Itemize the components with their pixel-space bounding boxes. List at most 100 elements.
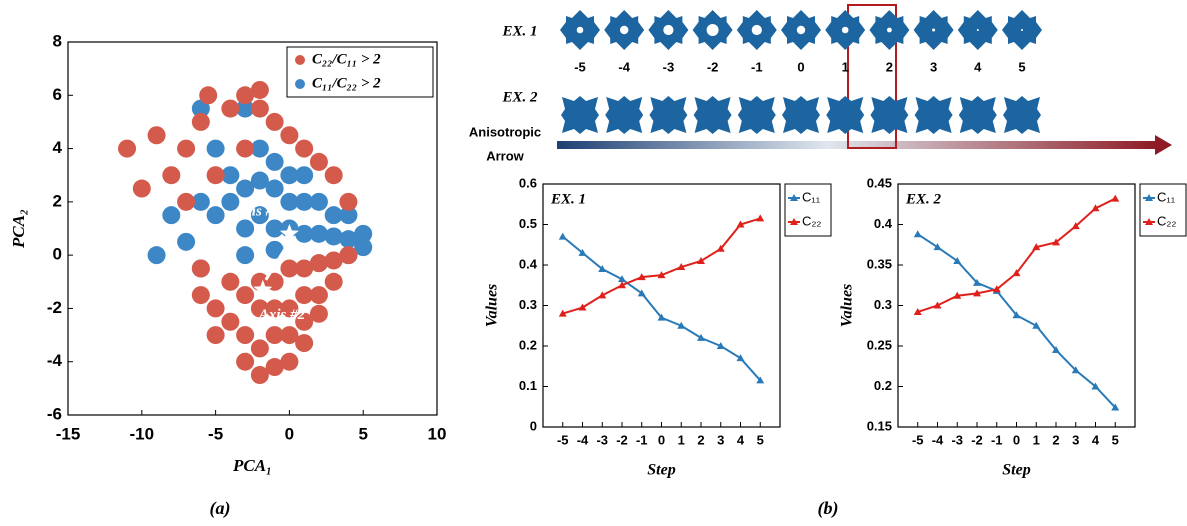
x-tick-label: -4 xyxy=(932,432,944,447)
x-tick-label: 0 xyxy=(1013,432,1020,447)
annotation: Axis #2 xyxy=(258,307,306,323)
legend-label: C₁₁/C₂₂ > 2 xyxy=(312,75,381,91)
step-label: 3 xyxy=(930,59,937,74)
scatter-point xyxy=(206,139,225,158)
cell-shape xyxy=(737,96,776,134)
point-marker xyxy=(637,273,646,281)
scatter-point xyxy=(280,126,299,145)
scatter-point xyxy=(236,99,255,118)
legend-label: C₁₁ xyxy=(1157,189,1176,204)
point-marker xyxy=(973,289,981,297)
unit-cell xyxy=(693,96,732,134)
scatter-point xyxy=(280,352,299,371)
point-marker xyxy=(558,309,567,317)
cell-hole xyxy=(887,27,892,33)
point-marker xyxy=(973,278,981,286)
x-tick-label: 2 xyxy=(1052,432,1059,447)
point-marker xyxy=(1091,382,1100,390)
point-marker xyxy=(657,271,666,279)
arrow-label: Anisotropic xyxy=(469,124,541,139)
scatter-point xyxy=(295,139,314,158)
x-tick-label: -1 xyxy=(991,432,1003,447)
point-marker xyxy=(953,291,962,299)
cell-hole xyxy=(796,25,806,35)
cell-shape xyxy=(870,96,909,134)
legend-marker xyxy=(790,194,798,201)
y-axis-title: PCA₂ xyxy=(9,209,28,249)
cell-shape xyxy=(914,96,953,134)
arrow-label: Arrow xyxy=(486,148,524,163)
point-marker xyxy=(736,220,745,228)
step-label: 1 xyxy=(842,59,849,74)
cell-hole xyxy=(841,26,849,34)
point-marker xyxy=(677,263,686,271)
scatter-point xyxy=(309,192,328,211)
scatter-point xyxy=(236,246,255,265)
point-marker xyxy=(716,342,725,349)
cell-shape xyxy=(605,96,644,134)
point-marker xyxy=(933,301,942,309)
scatter-point xyxy=(295,286,314,305)
y-tick-label: 8 xyxy=(53,31,62,50)
scatter-point xyxy=(177,232,196,251)
y-tick-label: 0.5 xyxy=(519,216,537,231)
cell-shape xyxy=(561,96,599,134)
point-marker xyxy=(1012,269,1021,277)
scatter-point xyxy=(236,286,255,305)
scatter-point xyxy=(191,99,210,118)
y-tick-label: 0.3 xyxy=(874,297,892,312)
cell-shape xyxy=(693,96,732,134)
scatter-point xyxy=(191,192,210,211)
unit-cell xyxy=(869,10,910,50)
scatter-point xyxy=(280,166,299,185)
y-tick-label: 0 xyxy=(53,245,62,264)
step-label: 4 xyxy=(974,59,982,74)
x-axis-title: PCA₁ xyxy=(232,456,272,475)
point-marker xyxy=(1071,222,1080,230)
scatter-point xyxy=(236,352,255,371)
scatter-point xyxy=(280,299,299,318)
scatter-point xyxy=(265,179,284,198)
cell-hole xyxy=(976,29,979,31)
scatter-point xyxy=(265,112,284,131)
scatter-point xyxy=(295,334,314,353)
point-marker xyxy=(756,214,765,222)
x-tick-label: -2 xyxy=(616,432,628,447)
x-axis-title: Step xyxy=(647,462,675,479)
y-tick-label: 0.15 xyxy=(867,418,892,433)
unit-cell xyxy=(649,96,688,134)
series-line xyxy=(562,217,761,315)
scatter-point xyxy=(147,126,166,145)
unit-cell xyxy=(1002,10,1042,50)
legend-marker xyxy=(790,218,798,225)
scatter-point xyxy=(265,152,284,171)
y-tick-label: 0 xyxy=(530,418,537,433)
point-marker xyxy=(1012,311,1021,319)
scatter-point xyxy=(324,272,343,291)
scatter-point xyxy=(206,326,225,345)
scatter-point xyxy=(199,86,218,105)
scatter-point xyxy=(354,238,373,257)
arrow-head xyxy=(1155,135,1172,155)
scatter-point xyxy=(206,206,225,225)
scatter-point xyxy=(309,152,328,171)
unit-cell xyxy=(826,96,865,134)
axis-star xyxy=(279,223,299,242)
point-marker xyxy=(558,232,567,240)
y-tick-label: 6 xyxy=(53,85,62,104)
scatter-point xyxy=(206,299,225,318)
anisotropic-arrow xyxy=(557,141,1157,149)
scatter-point xyxy=(250,99,269,118)
step-label: -1 xyxy=(751,59,763,74)
highlight-box xyxy=(847,4,897,149)
x-tick-label: 4 xyxy=(737,432,745,447)
x-tick-label: 0 xyxy=(658,432,665,447)
legend-marker xyxy=(295,55,305,65)
y-tick-label: -6 xyxy=(47,404,62,423)
series-line xyxy=(562,235,761,382)
cell-shape xyxy=(782,96,820,134)
x-tick-label: 2 xyxy=(697,432,704,447)
scatter-point xyxy=(162,206,181,225)
legend-label: C₂₂/C₁₁ > 2 xyxy=(312,51,381,67)
